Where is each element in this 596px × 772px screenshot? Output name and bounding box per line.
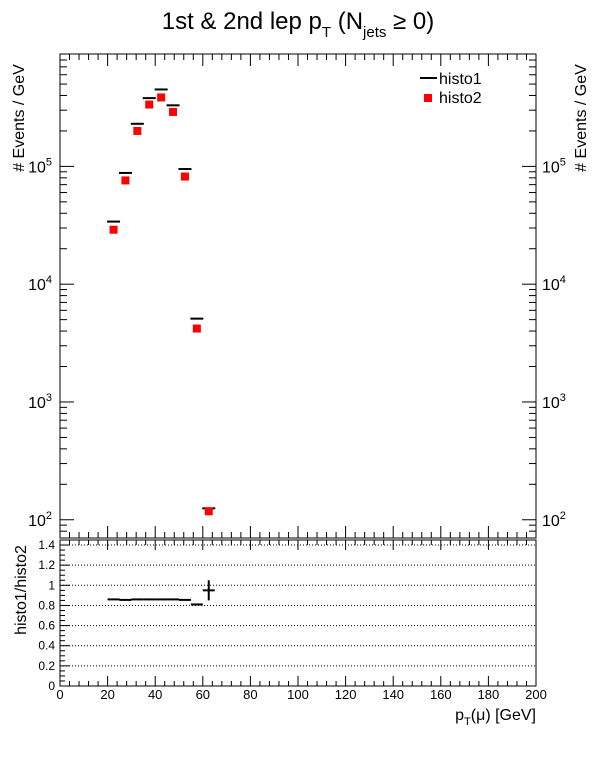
y-tick-label-right: 104 <box>542 274 566 294</box>
ratio-y-tick-label: 1.4 <box>38 538 55 552</box>
ratio-y-tick-label: 1.2 <box>38 558 55 572</box>
chart-title: 1st & 2nd lep pT (Njets ≥ 0) <box>162 8 435 41</box>
ratio-axis-ticks <box>59 540 537 687</box>
x-tick-label: 180 <box>478 687 500 702</box>
histo2-point <box>133 126 142 135</box>
histo2-point <box>157 93 166 102</box>
main-frame <box>59 53 537 539</box>
x-tick-label: 160 <box>430 687 452 702</box>
legend-marker-histo2 <box>424 94 432 102</box>
x-tick-label: 80 <box>243 687 257 702</box>
x-tick-label: 60 <box>196 687 210 702</box>
histo2-point <box>192 324 201 333</box>
main-axis-ticks <box>59 53 537 539</box>
x-tick-label: 200 <box>525 687 547 702</box>
ratio-y-tick-label: 0.6 <box>38 619 55 633</box>
ratio-data-marks <box>107 580 215 606</box>
ratio-y-tick-label: 0.4 <box>38 639 55 653</box>
ratio-y-tick-label: 0 <box>48 679 55 693</box>
histo2-point <box>145 100 154 109</box>
ratio-y-tick-labels: 0 0.2 0.4 0.6 0.8 1 1.2 1.4 <box>38 538 55 693</box>
ratio-frame <box>59 539 537 687</box>
y-tick-label: 102 <box>28 510 52 530</box>
ratio-y-tick-label: 0.2 <box>38 659 55 673</box>
x-axis-label: pT(μ) [GeV] <box>455 707 536 728</box>
x-tick-label: 40 <box>148 687 162 702</box>
main-y-axis-label-right: # Events / GeV <box>573 64 590 172</box>
ratio-y-tick-label: 0.8 <box>38 598 55 612</box>
legend-label-histo1: histo1 <box>439 71 482 88</box>
histo2-point <box>109 225 118 234</box>
y-tick-label-right: 103 <box>542 392 566 412</box>
y-tick-label-right: 102 <box>542 510 566 530</box>
main-panel: 102 103 104 105 102 103 104 105 # Events / GeV… <box>11 53 590 539</box>
ratio-panel: 00.20.40.60.811.21.4 0 20 40 60 80 100 120 140 1… <box>13 538 547 702</box>
legend: histo1 histo2 <box>420 71 482 107</box>
legend-label-histo2: histo2 <box>439 90 482 107</box>
y-tick-label-right: 105 <box>542 156 566 176</box>
x-tick-labels: 0 20 40 60 80 100 120 140 160 180 200 <box>56 687 546 702</box>
ratio-y-axis-label: histo1/histo2 <box>13 545 30 635</box>
y-tick-label: 105 <box>28 156 52 176</box>
histo2-point <box>204 507 213 516</box>
main-data-marks <box>107 88 216 516</box>
ratio-grid <box>60 544 536 667</box>
x-tick-label: 140 <box>382 687 404 702</box>
x-tick-label: 120 <box>335 687 357 702</box>
y-tick-label: 104 <box>28 274 52 294</box>
x-tick-label: 100 <box>287 687 309 702</box>
ratio-y-tick-label: 1 <box>48 578 55 592</box>
x-tick-label: 0 <box>56 687 63 702</box>
x-tick-label: 20 <box>100 687 114 702</box>
histo2-point <box>180 172 189 181</box>
main-y-axis-label: # Events / GeV <box>11 64 28 172</box>
histo2-point <box>121 176 130 185</box>
y-tick-label: 103 <box>28 392 52 412</box>
main-y-tick-labels-right: 102 103 104 105 <box>542 156 566 529</box>
histo2-point <box>169 107 178 116</box>
main-y-tick-labels: 102 103 104 105 <box>28 156 52 529</box>
